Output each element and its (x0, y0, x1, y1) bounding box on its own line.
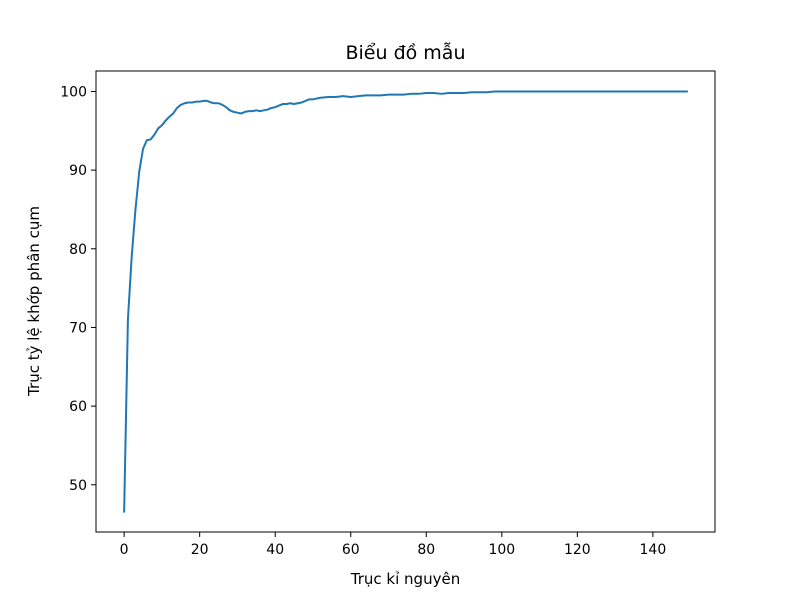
plot-frame (95, 70, 716, 533)
y-tick-label: 80 (69, 242, 87, 258)
x-axis-label: Trục kỉ nguyên (350, 570, 460, 588)
x-tick-label: 20 (191, 542, 209, 558)
chart-title: Biểu đồ mẫu (345, 41, 465, 64)
series-line-0 (123, 90, 688, 513)
x-tick-label: 80 (417, 542, 435, 558)
x-tick-label: 120 (564, 542, 591, 558)
x-tick-label: 100 (488, 542, 515, 558)
plot-area: 0 20 40 60 80 100 120 140 50 60 70 80 90 100 (60, 70, 716, 558)
y-axis-label: Trục tỷ lệ khớp phân cụm (25, 206, 43, 397)
y-tick-label: 70 (69, 320, 87, 336)
x-tick-label: 140 (640, 542, 667, 558)
y-tick-label: 60 (69, 399, 87, 415)
x-tick-label: 0 (120, 542, 129, 558)
x-tick-label: 60 (342, 542, 360, 558)
x-tick-label: 40 (266, 542, 284, 558)
y-tick-label: 90 (69, 163, 87, 179)
y-tick-label: 100 (60, 84, 87, 100)
y-tick-label: 50 (69, 478, 87, 494)
